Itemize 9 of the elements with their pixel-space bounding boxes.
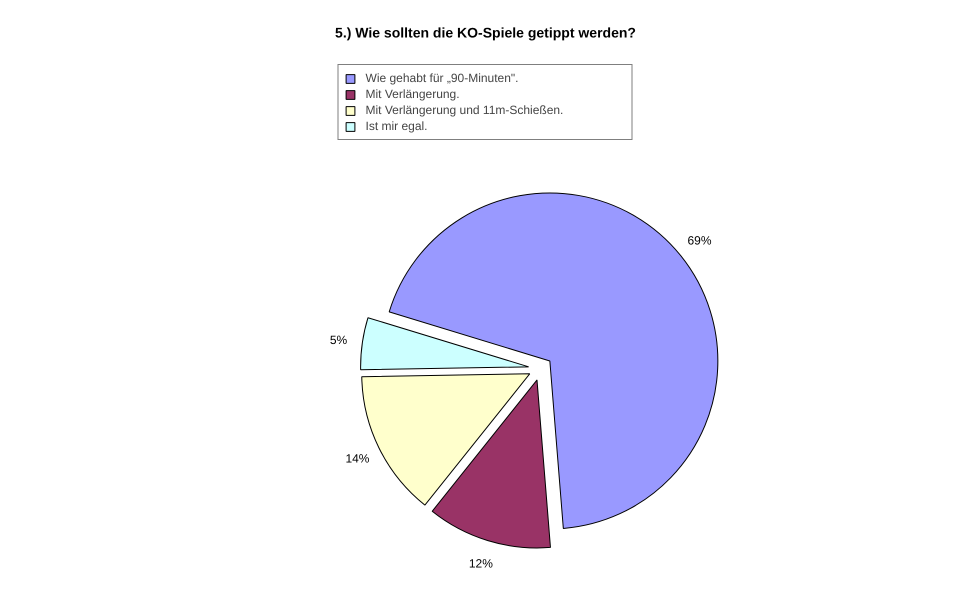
data-label: 69% bbox=[687, 234, 712, 248]
legend-label: Mit Verlängerung und 11m-Schießen. bbox=[366, 103, 564, 117]
chart-title: 5.) Wie sollten die KO-Spiele getippt werden? bbox=[335, 24, 636, 40]
legend-label: Wie gehabt für „90-Minuten". bbox=[366, 71, 520, 85]
legend-label: Mit Verlängerung. bbox=[366, 87, 461, 101]
data-label: 5% bbox=[330, 333, 348, 348]
data-label: 14% bbox=[345, 452, 370, 466]
data-label: 12% bbox=[468, 556, 494, 571]
legend-label: Ist mir egal. bbox=[366, 119, 429, 133]
